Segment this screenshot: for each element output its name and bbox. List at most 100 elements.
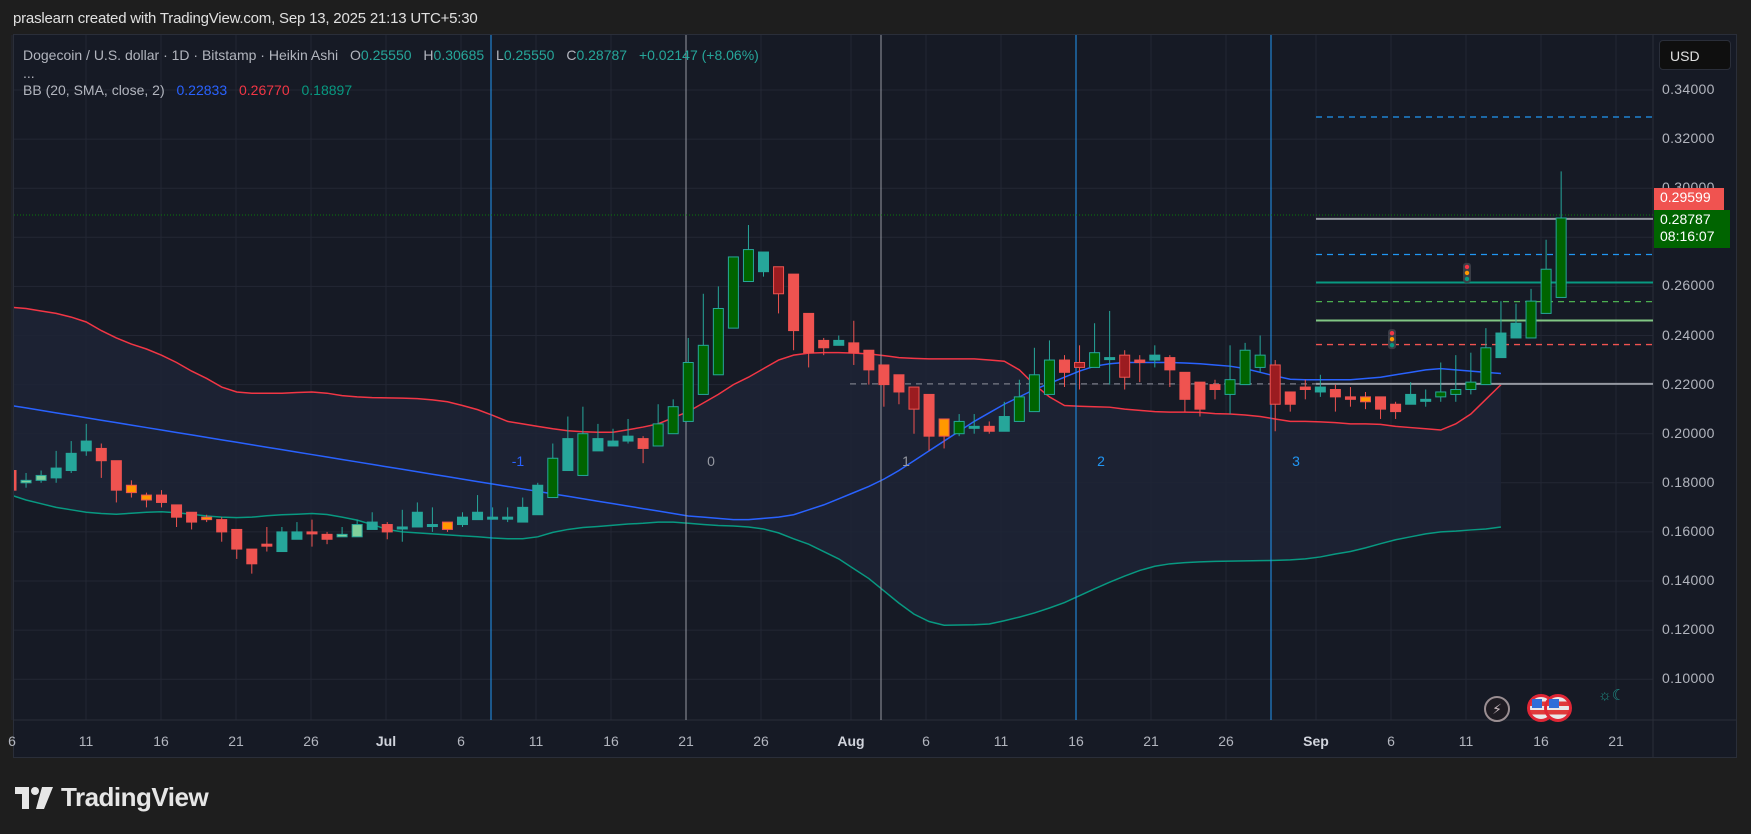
symbol-row[interactable]: Dogecoin / U.S. dollar · 1D · Bitstamp ·… [23,45,759,66]
time-axis-label: 21 [1608,733,1624,749]
candle-body [381,524,393,533]
candle-body [65,452,77,472]
candle-body [171,504,183,518]
candle-body [833,339,845,346]
candle-body [818,339,830,349]
candle-body [396,526,408,530]
wave-count-label: 2 [1097,453,1105,469]
candle-body [14,470,17,491]
open-value: 0.25550 [360,47,412,63]
time-axis-label: Jul [375,733,397,749]
candle-body [231,528,243,550]
candle-body [35,474,47,481]
candle-body [1164,357,1176,371]
candle-body [1119,354,1131,378]
time-axis-label: 26 [303,733,319,749]
time-axis-label: 16 [603,733,619,749]
time-axis-label: 21 [1143,733,1159,749]
price-axis-label: 0.10000 [1662,670,1715,687]
currency-selector[interactable]: USD [1659,40,1731,70]
candle-body [968,425,980,429]
candle-body [156,494,167,503]
candle-body [291,531,303,540]
candle-body [306,531,318,535]
candle-body [186,511,198,523]
candle-body [667,406,679,435]
candle-body [848,342,860,354]
wave-count-label: 3 [1292,453,1300,469]
candle-body [1224,379,1236,395]
tradingview-logo-text: TradingView [61,782,209,812]
close-value: 0.28787 [576,47,628,63]
candle-body [758,251,769,273]
high-label: H [423,47,434,63]
candle-body [923,393,935,437]
price-axis-label: 0.26000 [1662,277,1715,294]
candle-body [863,349,875,371]
tradingview-logo[interactable]: TradingView [15,782,209,813]
candle-body [50,467,62,479]
time-axis-label: 6 [922,733,930,749]
candle-body [1450,389,1462,395]
candle-body [1344,396,1356,400]
candle-body [201,516,213,521]
bb-upper-value: 0.26770 [239,82,290,98]
us-flag-event-icon[interactable] [1544,694,1572,722]
candle-body [441,521,453,530]
candle-body [547,457,559,499]
bb-upper-line [14,306,1502,433]
more-indicators-toggle[interactable]: ... [23,65,35,81]
candle-body [983,425,995,432]
candle-body [1104,357,1116,361]
candle-body [246,548,258,565]
price-axis-label: 0.24000 [1662,326,1715,343]
candle-body [125,484,137,494]
price-axis-label: 0.14000 [1662,572,1715,588]
bb-indicator-label[interactable]: BB (20, SMA, close, 2) [23,82,165,98]
candle-body [607,440,619,447]
candle-body [1480,347,1492,386]
price-axis-label: 0.12000 [1662,621,1715,638]
bb-basis-line [14,361,1502,521]
wave-count-label: 0 [707,453,715,469]
sun-moon-icon[interactable]: ☼☾ [1598,687,1626,704]
time-axis-label: 11 [78,733,94,749]
candle-body [893,374,905,393]
close-label: C [566,47,577,63]
candle-body [682,362,694,422]
candle-body [1134,359,1146,364]
candle-body [1314,386,1326,393]
plot-area[interactable] [6,35,1653,720]
candle-body [336,533,348,538]
time-axis-label: 21 [678,733,694,749]
candle-body [1495,332,1507,359]
candle-body [502,516,514,520]
symbol-title[interactable]: Dogecoin / U.S. dollar · 1D · Bitstamp ·… [23,47,339,63]
high-price-tag: 0.29599 [1654,188,1724,210]
candle-body [426,524,438,528]
candle-body [1028,374,1040,413]
time-axis-label: 6 [8,733,16,749]
candle-body [1179,371,1191,400]
candle-body [727,256,739,329]
bb-lower-value: 0.18897 [301,82,353,98]
signal-light-red [1389,330,1395,336]
time-axis-label: 16 [153,733,169,749]
bb-band-fill [14,307,1501,626]
signal-light-amber [1464,270,1470,276]
candle-body [938,418,950,437]
signal-light-red [1464,264,1470,270]
earnings-flash-icon[interactable]: ⚡ [1484,696,1510,722]
time-axis-label: Aug [837,733,865,749]
price-axis-label: 0.22000 [1662,375,1715,392]
time-axis-label: 6 [457,733,465,749]
candle-body [1194,381,1206,410]
time-axis-label: 26 [753,733,769,749]
signal-light-green [1464,276,1470,282]
candle-body [637,438,649,449]
bb-indicator-row[interactable]: BB (20, SMA, close, 2) 0.22833 0.26770 0… [23,80,759,101]
candle-body [1043,359,1055,395]
candle-body [1089,352,1101,368]
candle-body [1209,384,1221,391]
